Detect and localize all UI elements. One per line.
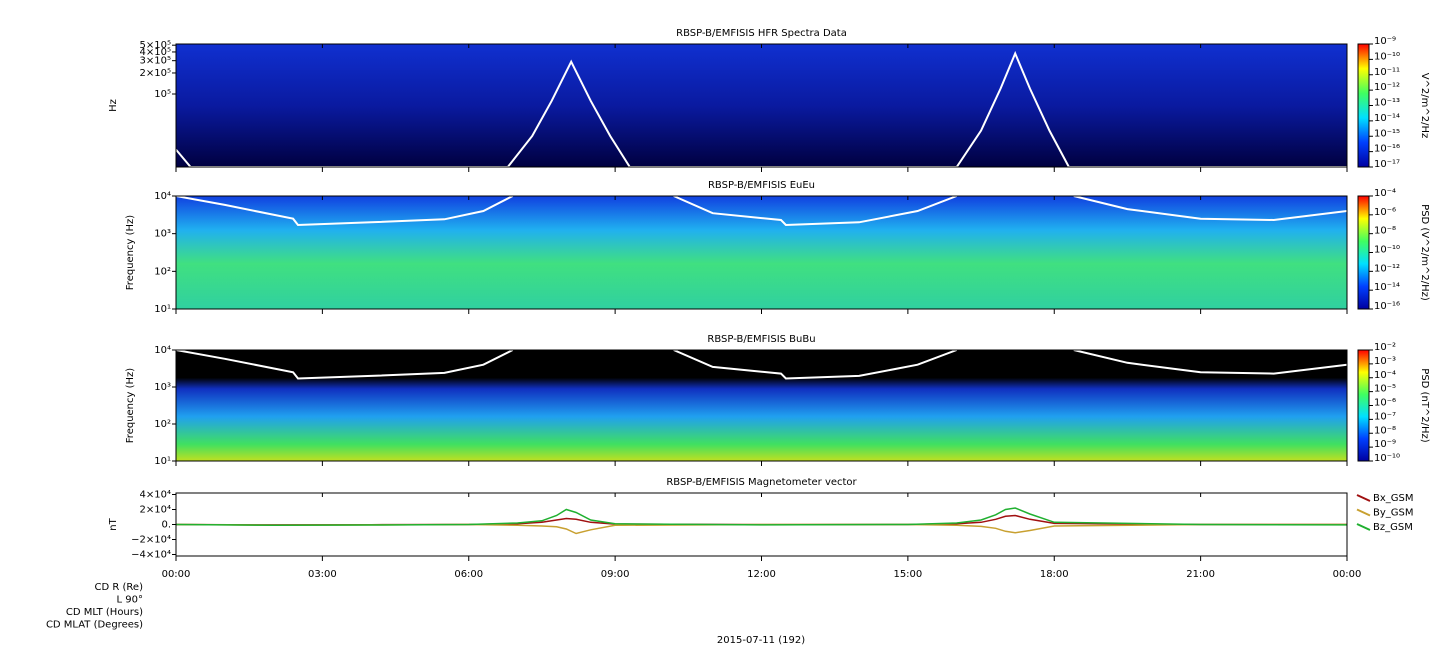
y-tick-label: 4×10⁴ <box>140 490 171 501</box>
colorbar-tick-label: 10⁻⁹ <box>1374 36 1396 47</box>
frequency-curve <box>176 50 1347 167</box>
colorbar-label: PSD (nT^2/Hz) <box>1419 368 1430 442</box>
y-tick-label: 2×10⁴ <box>140 505 171 516</box>
x-tick-label: 00:00 <box>162 569 191 580</box>
panel-title: RBSP-B/EMFISIS EuEu <box>708 180 815 191</box>
colorbar-tick-label: 10⁻² <box>1374 342 1396 353</box>
legend-label: By_GSM <box>1373 508 1414 519</box>
legend-label: Bx_GSM <box>1373 493 1414 504</box>
colorbar-tick-label: 10⁻⁸ <box>1374 425 1396 436</box>
legend-swatch <box>1356 494 1371 502</box>
panel-title: RBSP-B/EMFISIS HFR Spectra Data <box>676 28 847 39</box>
colorbar-tick-label: 10⁻¹² <box>1374 82 1400 93</box>
colorbar-tick-label: 10⁻¹⁰ <box>1374 51 1400 62</box>
y-tick-label: 2×10⁵ <box>140 68 171 79</box>
x-tick-label: 18:00 <box>1040 569 1069 580</box>
date-label: 2015-07-11 (192) <box>717 635 805 646</box>
colorbar-tick-label: 10⁻¹⁴ <box>1374 113 1400 124</box>
row-label: CD MLAT (Degrees) <box>46 620 143 631</box>
row-label: CD R (Re) <box>95 582 144 593</box>
series-line <box>175 507 1348 527</box>
y-axis-label: Frequency (Hz) <box>125 368 136 444</box>
y-tick-label: −2×10⁴ <box>131 535 171 546</box>
panel-title: RBSP-B/EMFISIS Magnetometer vector <box>666 477 857 488</box>
colorbar-tick-label: 10⁻⁷ <box>1374 411 1396 422</box>
colorbar-tick-label: 10⁻⁵ <box>1374 384 1396 395</box>
spectrogram-background <box>176 350 1347 461</box>
y-tick-label: 10² <box>154 419 171 430</box>
colorbar-tick-label: 10⁻⁸ <box>1374 226 1396 237</box>
y-axis-label: nT <box>108 517 119 530</box>
row-label: CD MLT (Hours) <box>66 607 143 618</box>
row-label: L 90° <box>117 595 143 606</box>
colorbar <box>1357 43 1370 168</box>
y-tick-label: 10² <box>154 266 171 277</box>
y-tick-label: 10³ <box>154 382 171 393</box>
colorbar-tick-label: 10⁻⁴ <box>1374 370 1396 381</box>
colorbar-tick-label: 10⁻¹⁷ <box>1374 159 1400 170</box>
colorbar-tick-label: 10⁻¹³ <box>1374 98 1400 109</box>
y-tick-label: 10¹ <box>154 456 171 467</box>
colorbar-label: V^2/m^2/Hz <box>1419 73 1430 139</box>
y-tick-label: 10¹ <box>154 304 171 315</box>
x-tick-label: 15:00 <box>893 569 922 580</box>
y-tick-label: 10⁴ <box>154 345 171 356</box>
x-tick-label: 09:00 <box>601 569 630 580</box>
colorbar-label: PSD (V^2/m^2/Hz) <box>1419 204 1430 301</box>
colorbar <box>1357 195 1370 310</box>
legend-swatch <box>1356 508 1371 517</box>
colorbar-tick-label: 10⁻⁶ <box>1374 398 1396 409</box>
y-tick-label: 10³ <box>154 229 171 240</box>
colorbar-tick-label: 10⁻⁶ <box>1374 207 1396 218</box>
y-tick-label: −4×10⁴ <box>131 550 171 561</box>
colorbar-tick-label: 10⁻¹⁴ <box>1374 282 1400 293</box>
colorbar-tick-label: 10⁻¹² <box>1374 263 1400 274</box>
x-tick-label: 00:00 <box>1333 569 1362 580</box>
colorbar <box>1357 349 1370 462</box>
frequency-curve <box>176 196 1347 227</box>
y-axis-label: Hz <box>108 99 119 112</box>
colorbar-tick-label: 10⁻¹¹ <box>1374 67 1400 78</box>
colorbar-tick-label: 10⁻³ <box>1374 356 1396 367</box>
colorbar-tick-label: 10⁻⁹ <box>1374 439 1396 450</box>
series-line <box>175 523 1347 535</box>
frequency-curve <box>176 350 1347 380</box>
x-tick-label: 12:00 <box>747 569 776 580</box>
y-tick-label: 10⁴ <box>154 191 171 202</box>
colorbar-tick-label: 10⁻¹⁵ <box>1374 128 1400 139</box>
colorbar-tick-label: 10⁻⁴ <box>1374 188 1396 199</box>
panel-title: RBSP-B/EMFISIS BuBu <box>707 334 815 345</box>
colorbar-tick-label: 10⁻¹⁰ <box>1374 245 1400 256</box>
y-tick-label: 3×10⁵ <box>140 56 171 67</box>
colorbar-tick-label: 10⁻¹⁶ <box>1374 144 1400 155</box>
x-tick-label: 06:00 <box>454 569 483 580</box>
x-tick-label: 21:00 <box>1186 569 1215 580</box>
legend-swatch <box>1356 523 1371 531</box>
spectrogram-background <box>176 44 1347 167</box>
legend-label: Bz_GSM <box>1373 522 1413 533</box>
x-tick-label: 03:00 <box>308 569 337 580</box>
y-tick-label: 5×10⁵ <box>140 40 171 51</box>
colorbar-tick-label: 10⁻¹⁶ <box>1374 301 1400 312</box>
y-tick-label: 10⁵ <box>154 89 171 100</box>
colorbar-tick-label: 10⁻¹⁰ <box>1374 453 1400 464</box>
y-tick-label: 4×10⁵ <box>140 47 171 58</box>
y-axis-label: Frequency (Hz) <box>125 215 136 291</box>
spectrogram-background <box>176 196 1347 309</box>
y-tick-label: 0. <box>161 520 171 531</box>
